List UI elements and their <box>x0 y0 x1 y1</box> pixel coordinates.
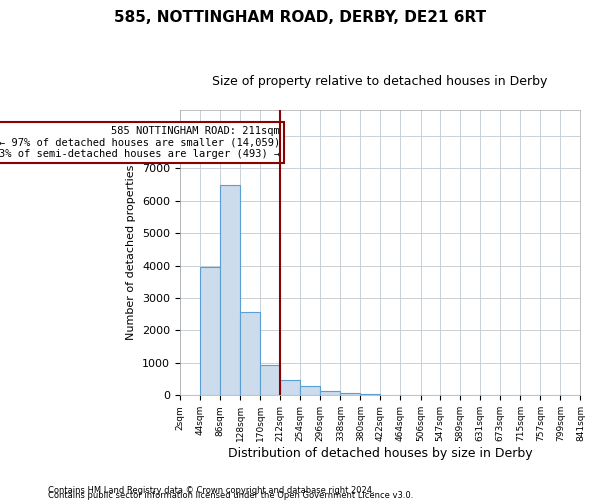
Text: Contains HM Land Registry data © Crown copyright and database right 2024.: Contains HM Land Registry data © Crown c… <box>48 486 374 495</box>
Text: Contains public sector information licensed under the Open Government Licence v3: Contains public sector information licen… <box>48 491 413 500</box>
Bar <box>280 380 300 396</box>
Text: 585 NOTTINGHAM ROAD: 211sqm
← 97% of detached houses are smaller (14,059)
3% of : 585 NOTTINGHAM ROAD: 211sqm ← 97% of det… <box>0 126 280 159</box>
Bar <box>300 386 320 396</box>
Y-axis label: Number of detached properties: Number of detached properties <box>127 165 136 340</box>
Text: 585, NOTTINGHAM ROAD, DERBY, DE21 6RT: 585, NOTTINGHAM ROAD, DERBY, DE21 6RT <box>114 10 486 25</box>
Title: Size of property relative to detached houses in Derby: Size of property relative to detached ho… <box>212 75 548 88</box>
Bar <box>220 184 240 396</box>
Bar <box>320 391 340 396</box>
Bar <box>240 312 260 396</box>
Bar <box>361 394 380 396</box>
Bar <box>380 394 400 396</box>
Bar <box>200 268 220 396</box>
Bar <box>340 393 361 396</box>
Bar <box>180 394 200 396</box>
Bar <box>260 364 280 396</box>
X-axis label: Distribution of detached houses by size in Derby: Distribution of detached houses by size … <box>228 447 532 460</box>
